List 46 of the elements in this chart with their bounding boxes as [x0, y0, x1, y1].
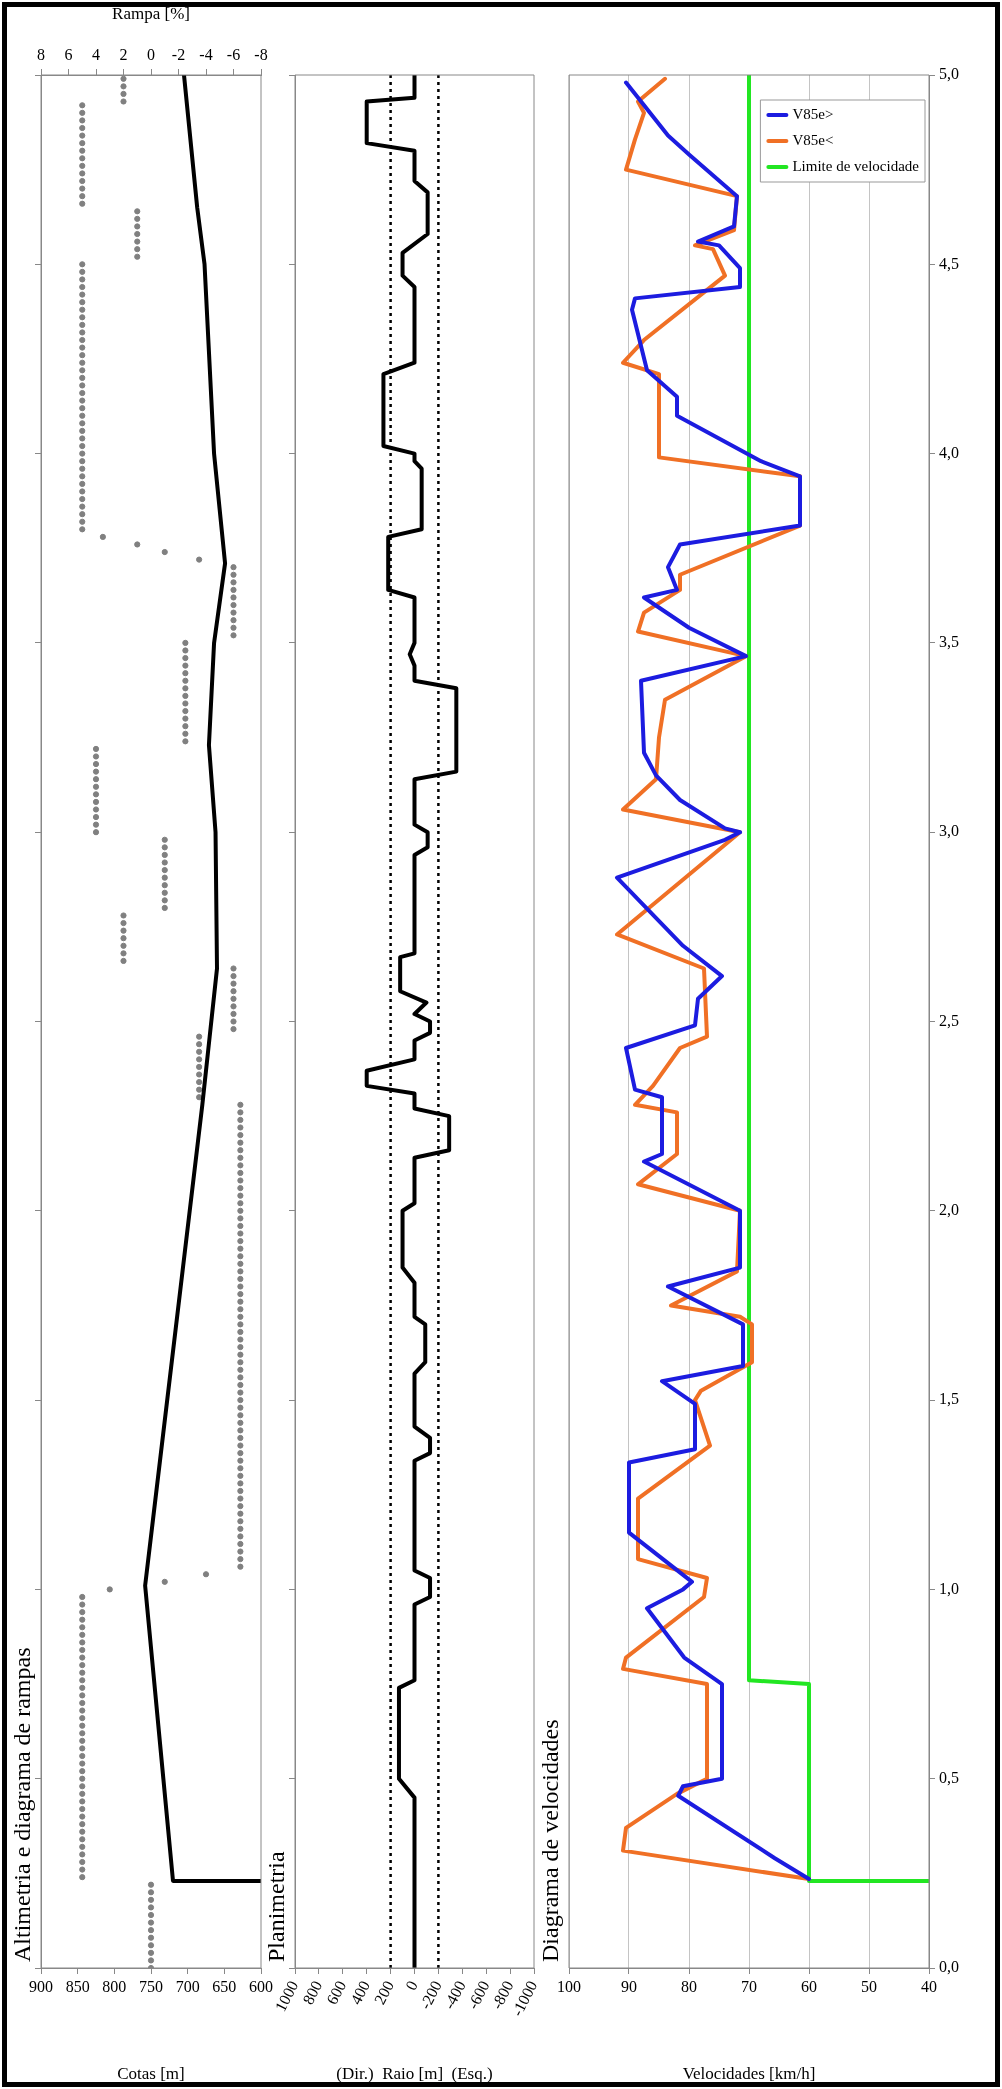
- text: Diagrama de velocidades: [537, 1719, 564, 1962]
- x-tick-label: 700: [175, 1977, 200, 1995]
- x2-tick-label: 6: [64, 45, 73, 63]
- x2-tick-label: 0: [147, 45, 155, 63]
- x2-tick-label: 4: [92, 45, 100, 63]
- y-tick-label: 0,0: [939, 1958, 959, 1976]
- y-tick-label: 5,0: [939, 65, 959, 83]
- x-tick-label: 800: [102, 1977, 127, 1995]
- x-tick-label: 600: [249, 1977, 273, 1995]
- legend-label: Limite de velocidade: [792, 157, 920, 174]
- y-tick-label: 2,5: [939, 1011, 959, 1029]
- x-tick-label: 100: [557, 1977, 581, 1995]
- text: Altimetria e diagrama de rampas: [9, 1647, 36, 1962]
- legend-label: V85e<: [792, 131, 834, 148]
- x2-tick-label: -6: [226, 45, 241, 63]
- y-tick-label: 1,5: [939, 1390, 959, 1408]
- x-tick-label: 900: [29, 1977, 53, 1995]
- x2-axis-title: Rampa [%]: [112, 3, 190, 23]
- y-tick-label: 0,5: [939, 1768, 959, 1786]
- x-tick-label: 90: [621, 1977, 637, 1995]
- x-tick-label: 850: [65, 1977, 90, 1995]
- legend-label: V85e>: [792, 105, 834, 122]
- x-tick-label: 600: [323, 1977, 350, 2008]
- x-tick-label: 750: [139, 1977, 163, 1995]
- x-tick-label: 650: [212, 1977, 237, 1995]
- y-tick-label: 4,0: [939, 443, 959, 461]
- x-tick-label: 70: [741, 1977, 757, 1995]
- x-axis-title: (Dir.) Raio [m] (Esq.): [336, 2064, 493, 2084]
- x-tick-label: 80: [681, 1977, 697, 1995]
- y-tick-label: 3,5: [939, 633, 959, 651]
- x-tick-label: 60: [801, 1977, 817, 1995]
- y-tick-label: 3,0: [939, 822, 959, 840]
- y-tick-label: 4,5: [939, 254, 959, 272]
- x-axis-title: Velocidades [km/h]: [682, 2064, 816, 2084]
- y-tick-label: 1,0: [939, 1579, 959, 1597]
- x2-tick-label: -4: [199, 45, 213, 63]
- x-tick-label: 800: [299, 1977, 326, 2008]
- y-tick-label: 2,0: [939, 1201, 959, 1218]
- text: Planimetria: [263, 1851, 290, 1962]
- x2-tick-label: -8: [254, 45, 268, 63]
- x-axis-title: Cotas [m]: [117, 2064, 185, 2084]
- x-tick-label: 40: [921, 1977, 937, 1995]
- x2-tick-label: -2: [171, 45, 186, 63]
- x-tick-label: 50: [861, 1977, 877, 1995]
- x2-tick-label: 8: [37, 45, 45, 63]
- x2-tick-label: 2: [119, 45, 128, 63]
